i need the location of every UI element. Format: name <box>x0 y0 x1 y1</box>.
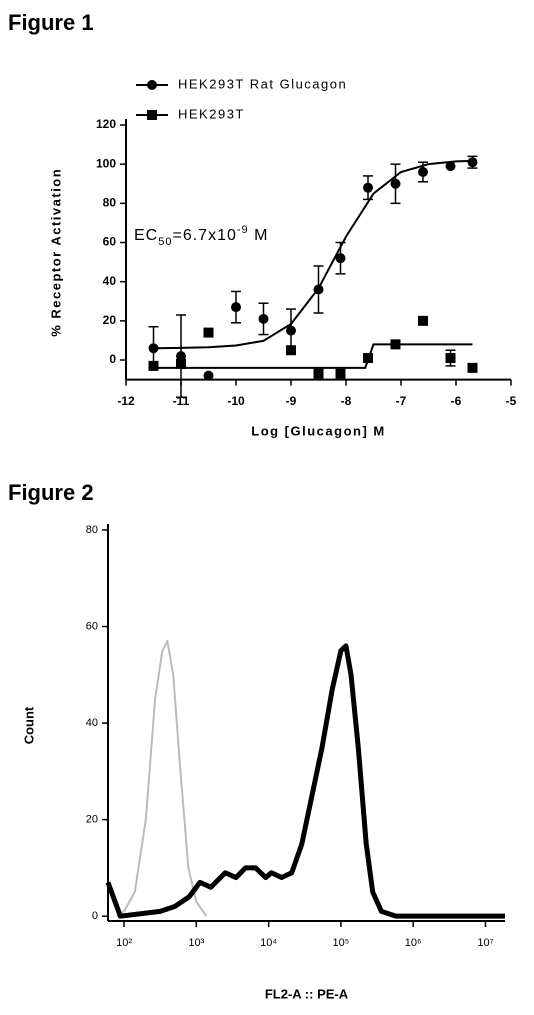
annotation-part: M <box>249 227 269 244</box>
y-tick-label: 20 <box>103 313 117 327</box>
x-tick-label: 10² <box>116 937 132 949</box>
x-tick-label: 10⁴ <box>260 937 277 949</box>
marker <box>390 178 401 189</box>
x-tick-label: -5 <box>506 394 517 408</box>
marker <box>258 313 269 324</box>
marker <box>286 325 296 336</box>
x-tick-label: -9 <box>286 394 297 408</box>
marker <box>335 368 346 379</box>
figure-heading: Figure 2 <box>8 480 94 505</box>
marker <box>418 315 428 326</box>
annotation-part: EC <box>134 227 158 244</box>
annotation-part: -9 <box>237 224 249 236</box>
marker <box>148 360 159 371</box>
marker <box>467 157 478 168</box>
marker <box>176 358 186 369</box>
annotation-part: 50 <box>158 236 172 248</box>
y-tick-label: 80 <box>103 196 117 210</box>
x-tick-label: 10⁶ <box>405 937 422 949</box>
x-tick-label: 10³ <box>188 937 204 949</box>
marker <box>445 353 456 364</box>
marker <box>363 182 373 193</box>
marker <box>467 362 478 373</box>
x-tick-label: 10⁷ <box>477 937 493 949</box>
marker <box>363 353 373 364</box>
y-tick-label: 40 <box>86 717 98 729</box>
y-tick-label: 80 <box>86 524 98 536</box>
y-tick-label: 60 <box>103 235 117 249</box>
y-tick-label: 40 <box>103 274 117 288</box>
marker <box>147 80 157 90</box>
histogram-line <box>105 643 505 919</box>
y-tick-label: 0 <box>92 910 98 922</box>
x-tick-label: -6 <box>451 394 462 408</box>
marker <box>445 161 456 172</box>
marker <box>148 343 159 354</box>
y-tick-label: 60 <box>86 620 98 632</box>
y-tick-label: 120 <box>96 117 116 131</box>
x-tick-label: -12 <box>117 394 135 408</box>
marker <box>313 368 324 379</box>
marker <box>335 253 346 264</box>
marker <box>313 284 324 295</box>
marker <box>418 167 428 178</box>
y-axis-title: Count <box>21 706 36 744</box>
x-axis-title: Log [Glucagon] M <box>251 423 385 438</box>
legend-label: HEK293T Rat Glucagon <box>178 76 347 91</box>
legend-entry: HEK293T Rat Glucagon <box>136 76 347 91</box>
marker <box>147 110 157 120</box>
y-axis-title: % Receptor Activation <box>48 168 63 337</box>
chart: Figure 2 0 20 40 60 80 10² 10³ 10⁴ 10⁵ 10⁶ 10⁷ FL2-A… <box>8 480 505 1001</box>
x-tick-label: -7 <box>396 394 407 408</box>
y-tick-label: 20 <box>86 814 98 826</box>
legend-label: HEK293T <box>178 106 245 121</box>
marker <box>203 370 214 381</box>
marker <box>203 327 214 338</box>
marker <box>231 302 241 313</box>
legend-entry: HEK293T <box>136 106 245 121</box>
annotation: EC50=6.7x10-9 M <box>134 224 268 248</box>
marker <box>286 345 296 356</box>
histogram-line <box>116 640 208 918</box>
x-tick-label: 10⁵ <box>333 937 350 949</box>
annotation-part: =6.7x10 <box>172 227 236 244</box>
x-tick-label: -8 <box>341 394 352 408</box>
x-axis-title: FL2-A :: PE-A <box>265 986 349 1001</box>
y-tick-label: 100 <box>96 156 116 170</box>
marker <box>176 351 186 362</box>
x-tick-label: -10 <box>227 394 245 408</box>
y-tick-label: 0 <box>109 352 116 366</box>
figure-heading: Figure 1 <box>8 10 94 35</box>
marker <box>390 339 401 350</box>
